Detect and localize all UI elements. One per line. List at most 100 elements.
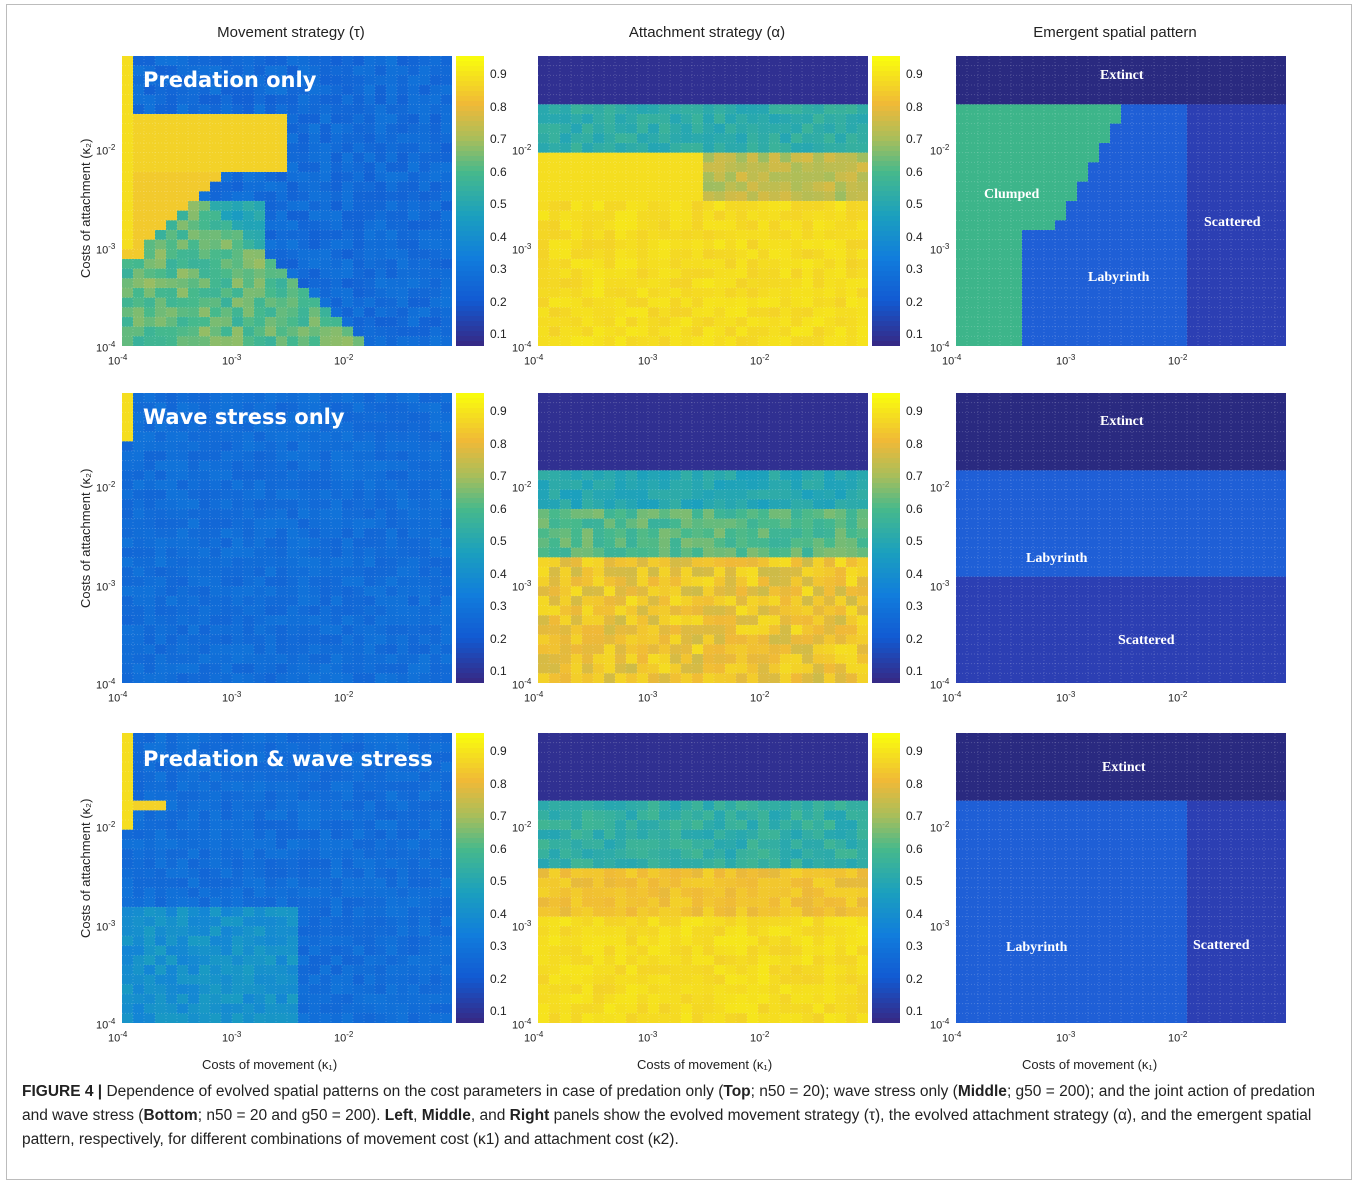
heatmap-cell [1220, 230, 1232, 240]
heatmap-cell [144, 85, 156, 95]
heatmap-cell [681, 191, 693, 202]
heatmap-cell [298, 230, 310, 240]
heatmap-cell [122, 431, 134, 442]
heatmap-cell [1055, 201, 1067, 211]
heatmap-cell [1132, 114, 1144, 124]
heatmap-cell [364, 460, 376, 471]
heatmap-cell [408, 518, 420, 529]
heatmap-cell [593, 317, 605, 327]
heatmap-cell [736, 605, 748, 616]
heatmap-cell [188, 422, 200, 432]
heatmap-cell [342, 634, 354, 645]
heatmap-cell [670, 634, 682, 645]
heatmap-cell [199, 402, 211, 413]
heatmap-cell [331, 586, 343, 597]
heatmap-cell [364, 538, 376, 548]
heatmap-cell [747, 191, 759, 202]
heatmap-cell [593, 673, 605, 683]
heatmap-cell [714, 210, 726, 221]
heatmap-cell [813, 470, 825, 481]
heatmap-cell [978, 278, 990, 289]
heatmap-cell [397, 489, 409, 500]
heatmap-cell [659, 278, 671, 289]
heatmap-cell [320, 499, 332, 510]
heatmap-cell [659, 663, 671, 674]
heatmap-cell [331, 307, 343, 318]
heatmap-cell [430, 538, 442, 548]
heatmap-cell [122, 239, 134, 250]
heatmap-cell [1077, 201, 1089, 211]
heatmap-cell [538, 152, 550, 163]
heatmap-cell [604, 172, 616, 182]
heatmap-cell [835, 654, 847, 664]
heatmap-cell [802, 239, 814, 250]
heatmap-cell [813, 75, 825, 86]
heatmap-cell [835, 441, 847, 452]
heatmap-cell [1121, 239, 1133, 250]
heatmap-cell [1187, 56, 1199, 66]
heatmap-cell [1055, 278, 1067, 289]
heatmap-cell [419, 663, 431, 674]
heatmap-cell [298, 75, 310, 86]
heatmap-cell [1121, 259, 1133, 269]
heatmap-cell [648, 460, 660, 471]
heatmap-cell [824, 557, 836, 568]
heatmap-cell [408, 586, 420, 597]
heatmap-cell [232, 441, 244, 452]
heatmap-cell [254, 278, 266, 289]
heatmap-cell [386, 567, 398, 577]
heatmap-cell [1011, 297, 1023, 308]
heatmap-cell [353, 114, 365, 124]
heatmap-cell [408, 288, 420, 298]
heatmap-cell [758, 114, 770, 124]
heatmap-cell [265, 297, 277, 308]
heatmap-cell [342, 673, 354, 683]
heatmap-cell [714, 201, 726, 211]
heatmap-cell [199, 181, 211, 192]
heatmap-cell [375, 278, 387, 289]
heatmap-cell [199, 191, 211, 202]
heatmap-cell [386, 557, 398, 568]
heatmap-cell [309, 441, 321, 452]
heatmap-cell [144, 288, 156, 298]
heatmap-cell [560, 201, 572, 211]
heatmap-cell [758, 239, 770, 250]
heatmap-cell [1165, 201, 1177, 211]
heatmap-cell [835, 538, 847, 548]
heatmap-cell [1011, 201, 1023, 211]
heatmap-cell [758, 56, 770, 66]
heatmap-cell [714, 538, 726, 548]
heatmap-cell [692, 75, 704, 86]
heatmap-cell [287, 460, 299, 471]
heatmap-cell [714, 278, 726, 289]
heatmap-cell [122, 326, 134, 337]
heatmap-cell [122, 94, 134, 105]
heatmap-cell [331, 673, 343, 683]
heatmap-cell [659, 230, 671, 240]
heatmap-cell [604, 557, 616, 568]
heatmap-cell [155, 133, 167, 144]
heatmap-cell [353, 249, 365, 260]
heatmap-cell [725, 673, 737, 683]
heatmap-cell [725, 567, 737, 577]
heatmap-cell [1176, 181, 1188, 192]
heatmap-cell [331, 605, 343, 616]
heatmap-cell [593, 220, 605, 231]
heatmap-cell [659, 172, 671, 182]
heatmap-cell [802, 402, 814, 413]
heatmap-cell [188, 172, 200, 182]
heatmap-cell [1011, 143, 1023, 153]
heatmap-cell [648, 94, 660, 105]
heatmap-cell [232, 605, 244, 616]
heatmap-cell [144, 336, 156, 346]
heatmap-cell [659, 288, 671, 298]
heatmap-cell [978, 336, 990, 346]
heatmap-cell [1264, 75, 1276, 86]
heatmap-cell [1099, 143, 1111, 153]
heatmap-cell [144, 172, 156, 182]
heatmap-cell [747, 297, 759, 308]
heatmap-cell [386, 547, 398, 558]
heatmap-cell [571, 239, 583, 250]
heatmap-cell [430, 451, 442, 461]
heatmap-cell [155, 567, 167, 577]
